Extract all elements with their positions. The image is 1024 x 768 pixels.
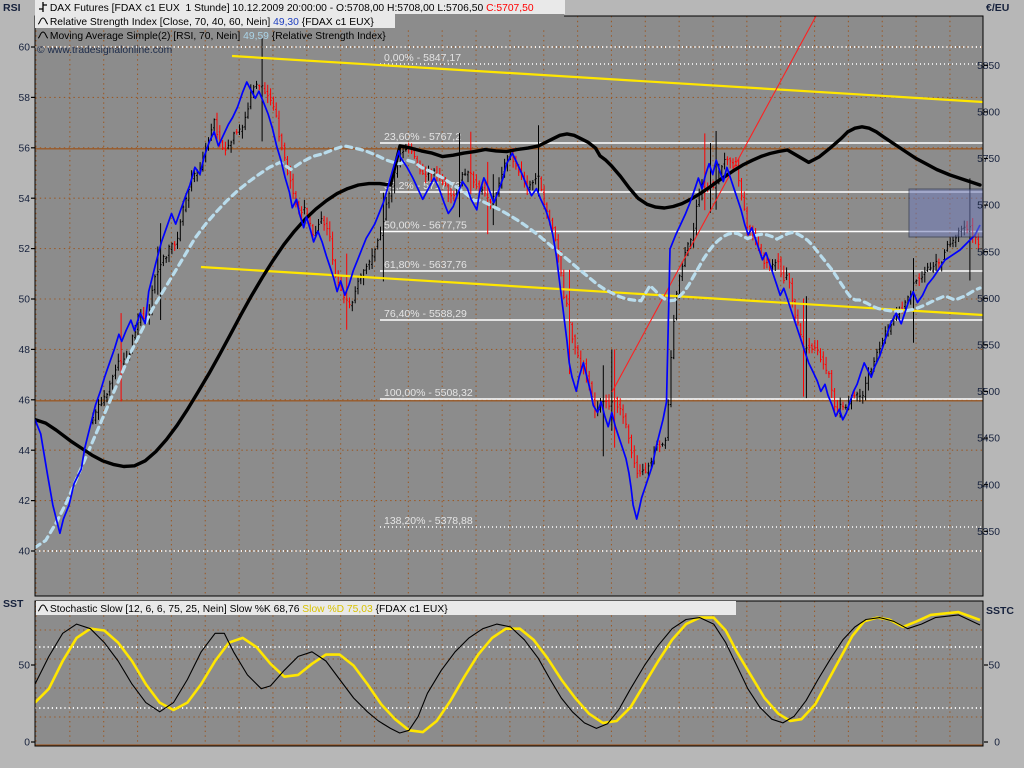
svg-text:61,80% - 5637,76: 61,80% - 5637,76 (384, 259, 467, 271)
svg-text:5650: 5650 (977, 247, 1000, 258)
svg-text:50,00% - 5677,75: 50,00% - 5677,75 (384, 220, 467, 232)
svg-text:5750: 5750 (977, 154, 1000, 165)
svg-text:40: 40 (19, 547, 31, 558)
svg-text:23,60% - 5767,2: 23,60% - 5767,2 (384, 131, 461, 143)
svg-text:50: 50 (19, 295, 31, 306)
svg-text:50: 50 (989, 661, 1001, 672)
svg-text:44: 44 (19, 446, 31, 457)
svg-text:5500: 5500 (977, 387, 1000, 398)
svg-text:5450: 5450 (977, 434, 1000, 445)
svg-text:5600: 5600 (977, 294, 1000, 305)
svg-text:46: 46 (19, 395, 31, 406)
svg-text:48: 48 (19, 345, 31, 356)
svg-text:5800: 5800 (977, 108, 1000, 119)
svg-text:5350: 5350 (977, 527, 1000, 538)
svg-text:56: 56 (19, 143, 31, 154)
svg-text:0: 0 (994, 738, 1000, 749)
svg-text:50: 50 (19, 661, 31, 672)
svg-text:100,00% - 5508,32: 100,00% - 5508,32 (384, 387, 473, 399)
svg-text:5850: 5850 (977, 61, 1000, 72)
svg-text:58: 58 (19, 93, 31, 104)
svg-text:5400: 5400 (977, 480, 1000, 491)
svg-text:5700: 5700 (977, 201, 1000, 212)
svg-text:76,40% - 5588,29: 76,40% - 5588,29 (384, 308, 467, 320)
svg-text:0,00% - 5847,17: 0,00% - 5847,17 (384, 52, 461, 64)
svg-text:0: 0 (24, 738, 30, 749)
svg-text:60: 60 (19, 43, 31, 54)
svg-text:5550: 5550 (977, 341, 1000, 352)
svg-text:138,20% - 5378,88: 138,20% - 5378,88 (384, 515, 473, 527)
svg-text:42: 42 (19, 496, 31, 507)
svg-text:54: 54 (19, 194, 31, 205)
svg-text:52: 52 (19, 244, 31, 255)
